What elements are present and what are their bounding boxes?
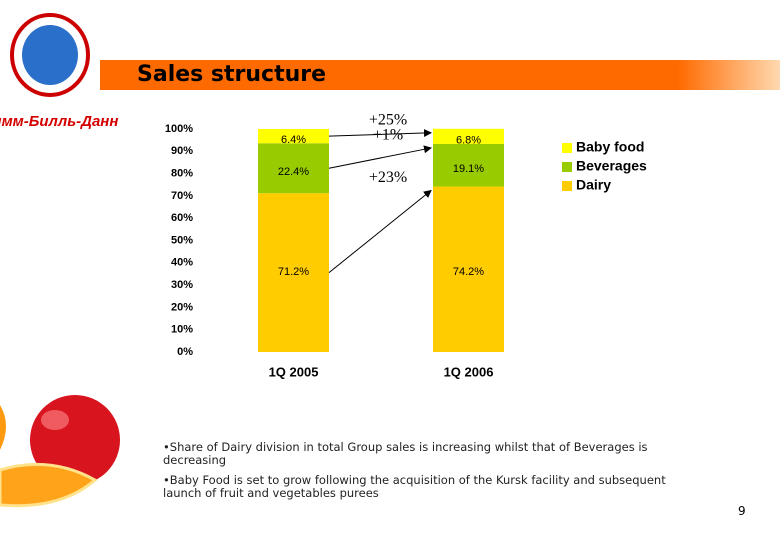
data-label: 19.1% [453,163,484,175]
arrow [328,189,432,274]
bar-segment [433,128,504,144]
bullet: •Baby Food is set to grow following the … [163,473,666,500]
y-tick-label: 70% [171,190,193,202]
apple-shine [41,410,69,430]
header-bar [100,60,780,90]
y-tick-label: 100% [165,123,193,135]
bar-segment [258,129,329,144]
data-label: 6.8% [456,134,481,146]
bar-segment [258,193,329,352]
legend-label: Dairy [576,177,611,193]
y-tick-label: 60% [171,212,193,224]
y-tick-label: 50% [171,234,193,246]
logo-inner [22,25,78,85]
legend-swatch [562,162,572,172]
page-number: 9 [738,504,746,518]
y-tick-label: 0% [177,346,193,358]
bar-segment [433,186,504,352]
bullet: •Share of Dairy division in total Group … [163,440,648,467]
chart-title: Sales structure [137,62,326,87]
legend-label: Beverages [576,158,647,174]
bar-segment [433,143,504,187]
y-tick-label: 10% [171,324,193,336]
annotation: +23% [369,169,407,186]
legend-swatch [562,143,572,153]
annotation: +25% [369,111,407,128]
orange-edge [0,405,6,450]
y-tick-label: 30% [171,279,193,291]
y-tick-label: 20% [171,301,193,313]
x-tick-label: 1Q 2006 [444,364,494,379]
data-label: 71.2% [278,266,309,278]
y-tick-label: 40% [171,257,193,269]
x-tick-label: 1Q 2005 [269,364,319,379]
data-label: 6.4% [281,134,306,146]
logo-text: Вимм-Билль-Данн [0,113,118,130]
data-label: 74.2% [453,266,484,278]
bar-segment [258,143,329,194]
arrow [328,145,432,169]
orange-slice [0,462,98,508]
y-tick-label: 90% [171,145,193,157]
annotation: +1% [373,127,403,144]
data-label: 22.4% [278,166,309,178]
legend-label: Baby food [576,139,644,155]
arrow [328,129,432,138]
y-tick-label: 80% [171,168,193,180]
legend-swatch [562,181,572,191]
